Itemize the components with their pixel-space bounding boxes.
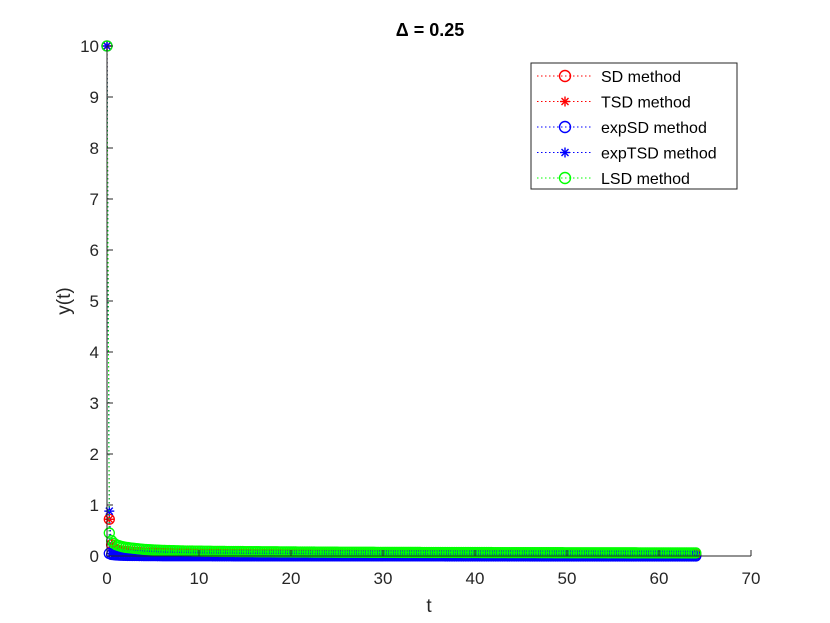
legend-marker: [558, 69, 572, 83]
data-point: [103, 527, 115, 539]
legend-entry: LSD method: [537, 171, 690, 188]
chart-title: Δ = 0.25: [396, 20, 464, 40]
legend-entry: expSD method: [537, 120, 707, 137]
x-axis: 0 10 20 30 40 50 60 70: [102, 550, 760, 588]
data-point: [690, 547, 702, 559]
y-tick-label: 0: [90, 547, 99, 566]
x-tick-label: 50: [558, 569, 577, 588]
y-tick-label: 10: [80, 37, 99, 56]
legend-label: expSD method: [601, 120, 707, 137]
plot-area: [101, 40, 702, 562]
legend-label: SD method: [601, 69, 681, 86]
x-tick-label: 60: [650, 569, 669, 588]
legend-marker: [558, 120, 572, 134]
y-tick-label: 8: [90, 139, 99, 158]
y-tick-label: 9: [90, 88, 99, 107]
y-axis: 0 1 2 3 4 5 6 7 8 9 10: [80, 37, 113, 566]
x-tick-label: 20: [282, 569, 301, 588]
x-axis-title: t: [426, 596, 432, 617]
legend-marker: [558, 171, 572, 185]
y-tick-label: 2: [90, 445, 99, 464]
x-tick-label: 10: [190, 569, 209, 588]
legend-entry: expTSD method: [537, 146, 717, 163]
y-tick-label: 1: [90, 496, 99, 515]
legend-marker: [560, 147, 570, 158]
y-tick-label: 4: [90, 343, 99, 362]
legend-marker: [560, 96, 570, 107]
legend-label: TSD method: [601, 95, 691, 112]
x-tick-label: 30: [374, 569, 393, 588]
series-lsd-method: [101, 40, 702, 559]
legend-box: [530, 62, 738, 190]
y-tick-label: 3: [90, 394, 99, 413]
x-tick-label: 40: [466, 569, 485, 588]
legend-label: expTSD method: [601, 146, 717, 163]
y-tick-label: 6: [90, 241, 99, 260]
legend: SD method TSD method expSD method expTSD me…: [530, 62, 738, 190]
y-tick-label: 5: [90, 292, 99, 311]
legend-entry: SD method: [537, 69, 681, 86]
y-axis-title: y(t): [54, 287, 75, 314]
x-tick-label: 0: [102, 569, 111, 588]
y-tick-label: 7: [90, 190, 99, 209]
legend-label: LSD method: [601, 171, 690, 188]
x-tick-label: 70: [742, 569, 761, 588]
legend-entry: TSD method: [537, 95, 691, 112]
